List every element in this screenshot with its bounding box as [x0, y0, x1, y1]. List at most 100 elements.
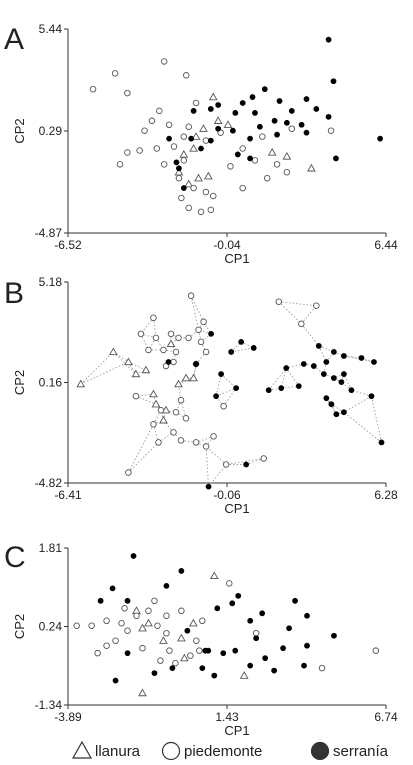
point-serrania — [304, 612, 310, 619]
point-piedemonte — [154, 622, 161, 630]
point-llanura — [131, 369, 141, 378]
point-serrania — [232, 647, 239, 654]
point-serrania — [238, 338, 245, 345]
point-piedemonte — [73, 622, 80, 630]
point-piedemonte — [89, 85, 97, 93]
point-serrania — [235, 592, 242, 599]
point-llanura — [141, 365, 151, 374]
point-serrania — [276, 98, 283, 104]
point-piedemonte — [175, 174, 183, 182]
point-llanura — [177, 633, 186, 642]
point-serrania — [190, 108, 197, 114]
point-serrania — [304, 642, 310, 649]
point-piedemonte — [145, 346, 152, 354]
point-serrania — [243, 461, 250, 468]
y-axis-title: CP2 — [12, 118, 27, 143]
point-piedemonte — [210, 433, 217, 440]
connector-line — [190, 295, 204, 322]
series-circle — [89, 58, 335, 216]
point-serrania — [124, 650, 131, 657]
point-piedemonte — [160, 161, 168, 168]
point-piedemonte — [133, 612, 140, 620]
series-circle — [125, 292, 320, 476]
point-piedemonte — [172, 408, 180, 416]
x-tick-label: -6.52 — [54, 238, 82, 252]
point-serrania — [271, 117, 278, 124]
point-piedemonte — [187, 652, 194, 659]
series-circle-filled — [97, 553, 337, 684]
point-serrania — [229, 600, 236, 607]
point-serrania — [234, 151, 241, 158]
point-piedemonte — [185, 334, 192, 342]
y-axis-title: CP2 — [12, 370, 27, 395]
point-serrania — [280, 645, 286, 652]
point-piedemonte — [318, 664, 326, 672]
point-serrania — [165, 359, 172, 365]
point-piedemonte — [227, 163, 234, 170]
point-serrania — [215, 125, 222, 132]
point-piedemonte — [157, 406, 165, 414]
point-llanura — [208, 92, 218, 101]
point-serrania — [341, 353, 347, 359]
point-serrania — [188, 135, 195, 142]
point-serrania — [249, 94, 256, 100]
point-serrania — [368, 393, 375, 400]
series-circle-filled — [165, 330, 385, 490]
connector-line — [246, 458, 264, 465]
point-serrania — [218, 371, 225, 377]
x-tick-label: -3.89 — [54, 710, 82, 724]
point-piedemonte — [195, 326, 202, 334]
point-serrania — [261, 86, 268, 93]
point-piedemonte — [170, 143, 178, 150]
point-llanura — [307, 163, 316, 172]
point-serrania — [295, 383, 302, 390]
point-llanura — [189, 144, 199, 152]
point-piedemonte — [160, 346, 167, 354]
point-serrania — [169, 665, 176, 672]
point-llanura — [194, 173, 203, 182]
point-llanura — [223, 120, 233, 128]
point-piedemonte — [239, 145, 246, 152]
point-piedemonte — [283, 169, 291, 176]
connector-line — [343, 411, 382, 443]
point-llanura — [191, 132, 201, 140]
point-piedemonte — [167, 330, 175, 338]
connector-line — [280, 367, 287, 389]
point-serrania — [288, 108, 295, 114]
panel-c: C -3.89 1.43 6.74 1.81 0.24 -1.34 CP1 CP2 — [4, 541, 398, 738]
point-serrania — [130, 553, 137, 559]
legend-marker-circle-open — [161, 741, 181, 761]
point-piedemonte — [222, 461, 230, 468]
y-axis-title: CP2 — [12, 614, 27, 639]
point-piedemonte — [132, 392, 140, 400]
point-llanura — [239, 671, 249, 679]
point-piedemonte — [190, 184, 197, 192]
point-piedemonte — [185, 204, 192, 212]
x-axis-title: CP1 — [224, 251, 249, 266]
point-serrania — [208, 330, 214, 337]
y-tick-label: -4.82 — [35, 476, 63, 490]
connector-line — [113, 351, 129, 363]
connector-line — [153, 410, 162, 425]
point-piedemonte — [177, 396, 185, 404]
point-piedemonte — [183, 72, 190, 79]
point-piedemonte — [141, 127, 148, 134]
point-piedemonte — [157, 657, 164, 664]
point-piedemonte — [177, 437, 185, 444]
point-serrania — [333, 155, 339, 162]
point-llanura — [209, 571, 219, 580]
point-piedemonte — [172, 659, 179, 667]
connector-line — [281, 385, 299, 389]
point-piedemonte — [163, 629, 170, 637]
y-tick-label: -1.34 — [35, 698, 63, 712]
point-llanura — [267, 147, 277, 156]
point-piedemonte — [202, 443, 210, 450]
point-piedemonte — [199, 617, 206, 625]
point-piedemonte — [145, 607, 152, 615]
point-serrania — [220, 650, 227, 657]
point-piedemonte — [151, 597, 158, 605]
point-piedemonte — [251, 157, 259, 164]
series-triangle — [174, 92, 316, 188]
point-serrania — [166, 135, 172, 142]
